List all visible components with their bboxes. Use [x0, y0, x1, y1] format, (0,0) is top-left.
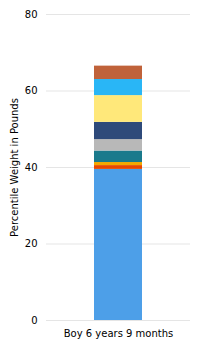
- svg-text:80: 80: [25, 9, 38, 20]
- svg-text:20: 20: [25, 238, 38, 249]
- svg-text:Boy 6 years 9 months: Boy 6 years 9 months: [64, 328, 174, 339]
- svg-text:0: 0: [31, 315, 37, 326]
- svg-text:40: 40: [25, 162, 38, 173]
- svg-text:60: 60: [25, 85, 38, 96]
- svg-text:Percentile Weight in Pounds: Percentile Weight in Pounds: [9, 98, 20, 237]
